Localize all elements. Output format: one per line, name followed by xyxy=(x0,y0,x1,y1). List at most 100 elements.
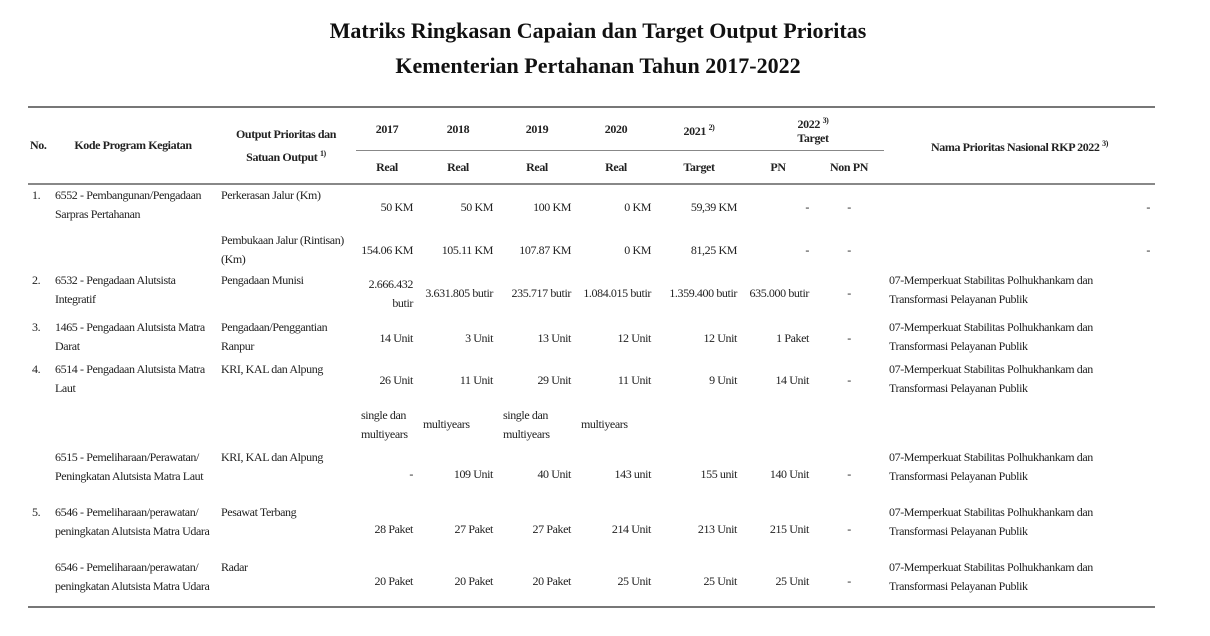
header-real-2018: Real xyxy=(447,159,469,174)
value-2020-real: 25 Unit xyxy=(617,574,651,588)
value-2019-real: 235.717 butir xyxy=(511,286,572,300)
value-2022-pn: 1 Paket xyxy=(776,330,809,345)
value-2020-real: 12 Unit xyxy=(617,330,651,345)
value-2019-real: 27 Paket xyxy=(532,522,572,536)
value-2019-real: single dan multiyears xyxy=(503,407,550,441)
header-2017: 2017 xyxy=(356,107,418,151)
row-number xyxy=(28,402,50,447)
value-2022-pn: - xyxy=(805,242,809,257)
table-row: Pembukaan Jalur (Rintisan) (Km) 154.06 KM… xyxy=(28,230,1155,270)
value-2021-target: 9 Unit xyxy=(709,373,737,387)
header-pn: PN xyxy=(770,159,786,174)
header-nama-prioritas: Nama Prioritas Nasional RKP 2022 3) xyxy=(930,139,1108,154)
value-2017-real: 2.666.432 butir xyxy=(368,276,414,310)
table-row: 2. 6532 - Pengadaan Alutsista Integratif P… xyxy=(28,270,1155,317)
value-2020-real: multiyears xyxy=(581,417,628,431)
value-2022-non-pn: - xyxy=(847,242,851,257)
value-2018-real: 3.631.805 butir xyxy=(425,286,493,300)
national-priority-name xyxy=(884,402,1155,447)
value-2019-real: 107.87 KM xyxy=(519,242,571,257)
value-2019-real: 100 KM xyxy=(533,200,571,214)
program-code: 6532 - Pengadaan Alutsista Integratif xyxy=(55,273,176,306)
value-2017-real: 20 Paket xyxy=(374,574,414,588)
value-2022-non-pn: - xyxy=(847,467,851,481)
output-unit: KRI, KAL dan Alpung xyxy=(221,362,323,376)
value-2022-pn: 25 Unit xyxy=(775,574,809,588)
value-2018-real: 105.11 KM xyxy=(441,242,494,257)
value-2021-target: 155 unit xyxy=(700,467,738,481)
table-row: 4. 6514 - Pengadaan Alutsista Matra Laut K… xyxy=(28,359,1155,402)
value-2022-pn: 635.000 butir xyxy=(749,286,810,300)
header-non-pn: Non PN xyxy=(830,159,868,174)
value-2022-pn xyxy=(742,402,814,447)
header-no: No. xyxy=(30,138,47,152)
value-2022-pn: 215 Unit xyxy=(769,522,810,536)
output-unit: Pembukaan Jalur (Rintisan) (Km) xyxy=(221,233,344,266)
row-number: 5. xyxy=(32,505,41,519)
value-2022-non-pn: - xyxy=(847,200,851,214)
row-number: 4. xyxy=(32,362,41,376)
priority-output-matrix-table: No. Kode Program Kegiatan Output Priorit… xyxy=(28,106,1155,608)
national-priority-name: - xyxy=(1146,242,1150,257)
value-2017-real: 26 Unit xyxy=(379,373,413,387)
value-2020-real: 214 Unit xyxy=(611,522,652,536)
output-unit: KRI, KAL dan Alpung xyxy=(221,450,323,464)
value-2019-real: 40 Unit xyxy=(537,467,571,481)
value-2018-real: multiyears xyxy=(423,417,470,431)
value-2022-non-pn: - xyxy=(847,330,851,345)
national-priority-name: 07-Memperkuat Stabilitas Polhukhankam da… xyxy=(889,560,1093,593)
table-row: 1. 6552 - Pembangunan/Pengadaan Sarpras P… xyxy=(28,184,1155,230)
value-2020-real: 1.084.015 butir xyxy=(583,286,651,300)
value-2018-real: 3 Unit xyxy=(465,330,493,345)
program-code: 6514 - Pengadaan Alutsista Matra Laut xyxy=(55,362,205,395)
header-2020: 2020 xyxy=(576,107,656,151)
output-unit: Pesawat Terbang xyxy=(221,505,297,519)
row-number: 1. xyxy=(32,188,41,202)
table-row: single dan multiyears multiyears single da… xyxy=(28,402,1155,447)
value-2022-non-pn xyxy=(814,402,884,447)
national-priority-name: 07-Memperkuat Stabilitas Polhukhankam da… xyxy=(889,362,1093,395)
table-row: 3. 1465 - Pengadaan Alutsista Matra Darat… xyxy=(28,317,1155,359)
value-2019-real: 29 Unit xyxy=(537,373,571,387)
value-2021-target: 12 Unit xyxy=(703,330,737,345)
value-2019-real: 20 Paket xyxy=(532,574,572,588)
header-target-2021: Target xyxy=(683,159,715,174)
table-row: 6546 - Pemeliharaan/perawatan/ peningkat… xyxy=(28,557,1155,607)
program-code xyxy=(50,402,216,447)
row-number xyxy=(28,447,50,502)
program-code: 6546 - Pemeliharaan/perawatan/ peningkat… xyxy=(55,560,210,593)
value-2020-real: 0 KM xyxy=(624,200,651,214)
value-2020-real: 143 unit xyxy=(614,467,652,481)
national-priority-name: 07-Memperkuat Stabilitas Polhukhankam da… xyxy=(889,450,1093,483)
row-number: 2. xyxy=(32,273,41,287)
table-row: 5. 6546 - Pemeliharaan/perawatan/ peningk… xyxy=(28,502,1155,557)
header-output: Output Prioritas dan Satuan Output 1) xyxy=(235,126,336,164)
value-2017-real: 154.06 KM xyxy=(361,242,413,257)
value-2019-real: 13 Unit xyxy=(537,330,571,345)
value-2022-non-pn: - xyxy=(847,373,851,387)
national-priority-name: 07-Memperkuat Stabilitas Polhukhankam da… xyxy=(889,273,1093,306)
program-code: 6552 - Pembangunan/Pengadaan Sarpras Per… xyxy=(55,188,202,221)
value-2022-non-pn: - xyxy=(847,286,851,300)
row-number xyxy=(28,230,50,270)
header-2022-target: 2022 3) Target xyxy=(742,107,884,151)
value-2022-non-pn: - xyxy=(847,574,851,588)
value-2018-real: 27 Paket xyxy=(454,522,494,536)
national-priority-name: - xyxy=(1146,200,1150,214)
program-code: 1465 - Pengadaan Alutsista Matra Darat xyxy=(55,320,205,353)
value-2017-real: 28 Paket xyxy=(374,522,414,536)
value-2018-real: 20 Paket xyxy=(454,574,494,588)
header-2018: 2018 xyxy=(418,107,498,151)
output-unit xyxy=(216,402,356,447)
program-code xyxy=(50,230,216,270)
value-2018-real: 11 Unit xyxy=(459,373,493,387)
program-code: 6515 - Pemeliharaan/Perawatan/ Peningkat… xyxy=(55,450,204,483)
value-2022-pn: 14 Unit xyxy=(775,373,809,387)
header-real-2019: Real xyxy=(526,159,548,174)
value-2021-target xyxy=(656,402,742,447)
value-2021-target: 59,39 KM xyxy=(690,200,738,214)
table-row: 6515 - Pemeliharaan/Perawatan/ Peningkat… xyxy=(28,447,1155,502)
output-unit: Pengadaan Munisi xyxy=(221,273,304,287)
row-number: 3. xyxy=(32,320,41,334)
value-2020-real: 11 Unit xyxy=(617,373,651,387)
